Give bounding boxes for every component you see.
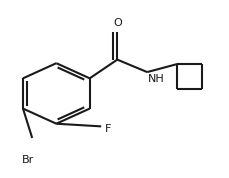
Text: O: O (112, 19, 121, 28)
Text: NH: NH (148, 74, 164, 84)
Text: F: F (104, 124, 111, 134)
Text: Br: Br (21, 155, 34, 165)
